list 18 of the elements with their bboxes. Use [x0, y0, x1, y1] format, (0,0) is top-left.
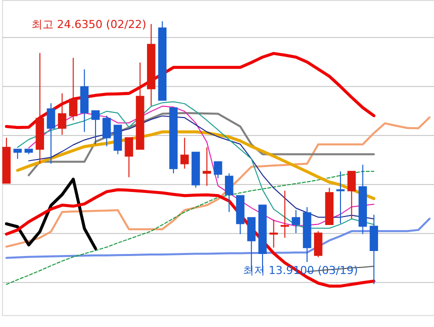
candlestick	[269, 219, 278, 248]
candlestick	[124, 137, 134, 178]
candlestick	[224, 172, 234, 213]
candlestick	[202, 146, 212, 186]
annotation: 최고 24.6350 (02/22)	[32, 18, 146, 32]
candlestick	[180, 137, 189, 170]
candlestick	[347, 170, 356, 220]
candlestick	[58, 92, 66, 136]
candlestick	[292, 210, 300, 234]
candlestick	[13, 148, 22, 160]
candlestick	[336, 170, 345, 224]
candlestick	[314, 230, 322, 258]
candlestick	[102, 115, 111, 147]
candlestick	[91, 110, 100, 145]
candlestick	[214, 161, 222, 179]
candlestick	[280, 190, 289, 238]
candlestick	[69, 57, 78, 121]
candlestick	[46, 102, 56, 164]
